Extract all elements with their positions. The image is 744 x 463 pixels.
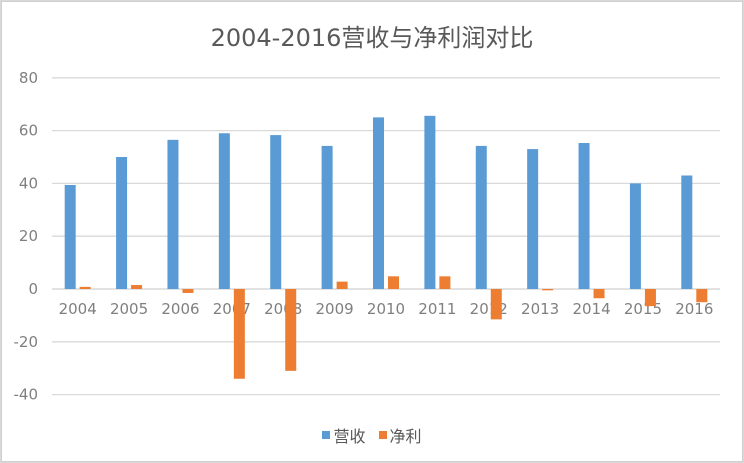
- x-tick-label: 2008: [264, 300, 302, 318]
- x-tick-label: 2011: [418, 300, 456, 318]
- bar-revenue: [681, 175, 693, 289]
- bar-net-profit: [388, 276, 399, 289]
- bar-revenue: [64, 184, 76, 289]
- y-tick-label: 60: [19, 122, 38, 140]
- legend: 营收 净利: [0, 423, 744, 447]
- bar-net-profit: [490, 289, 502, 320]
- bar-net-profit: [644, 289, 656, 307]
- bar-revenue: [116, 157, 128, 289]
- bar-revenue: [527, 149, 539, 289]
- bar-net-profit: [79, 286, 91, 289]
- legend-swatch-revenue: [322, 431, 331, 439]
- x-tick-label: 2007: [213, 300, 251, 318]
- bar-net-profit: [336, 281, 348, 289]
- bar-net-profit: [182, 289, 194, 293]
- bar-revenue: [270, 135, 282, 289]
- x-tick-label: 2009: [316, 300, 354, 318]
- x-tick-label: 2012: [470, 300, 508, 318]
- bar-net-profit: [233, 289, 245, 379]
- bar-revenue: [167, 139, 179, 289]
- bar-revenue: [629, 183, 641, 289]
- y-tick-label: 40: [19, 174, 38, 192]
- y-tick-label: 0: [28, 280, 38, 298]
- x-tick-label: 2006: [161, 300, 199, 318]
- bar-revenue: [373, 117, 384, 290]
- bar-net-profit: [131, 285, 143, 289]
- bar-net-profit: [593, 289, 605, 299]
- legend-swatch-net-profit: [378, 431, 387, 439]
- x-tick-label: 2016: [675, 300, 713, 318]
- bar-revenue: [475, 145, 487, 289]
- bar-revenue: [578, 143, 590, 289]
- legend-label-net-profit: 净利: [389, 427, 422, 446]
- bar-revenue: [218, 133, 230, 289]
- bar-revenue: [424, 115, 436, 289]
- x-tick-label: 2015: [624, 300, 662, 318]
- y-tick-label: -40: [14, 386, 39, 404]
- bar-net-profit: [439, 276, 451, 289]
- x-tick-label: 2004: [59, 300, 97, 318]
- bar-revenue: [321, 145, 333, 289]
- legend-label-revenue: 营收: [333, 427, 366, 446]
- legend-item-revenue: 营收: [322, 423, 365, 447]
- x-tick-label: 2010: [367, 300, 405, 318]
- y-tick-label: 80: [19, 69, 38, 87]
- bar-net-profit: [542, 289, 554, 291]
- x-tick-label: 2013: [521, 300, 559, 318]
- chart-title: 2004-2016营收与净利润对比: [210, 24, 534, 52]
- bar-net-profit: [285, 289, 297, 371]
- y-tick-label: 20: [19, 227, 38, 245]
- x-tick-label: 2005: [110, 300, 148, 318]
- y-tick-label: -20: [14, 333, 39, 351]
- legend-item-net-profit: 净利: [378, 423, 422, 447]
- x-tick-label: 2014: [572, 300, 610, 318]
- bar-net-profit: [696, 289, 708, 303]
